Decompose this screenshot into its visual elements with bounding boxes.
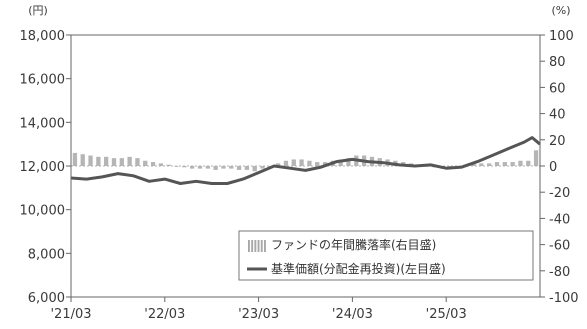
right-tick-label: -80 — [549, 265, 570, 280]
legend-bar-stripe — [257, 240, 260, 252]
left-tick-label: 14,000 — [20, 116, 66, 131]
right-tick-label: 40 — [549, 108, 566, 123]
return-bar — [221, 166, 226, 169]
right-tick-label: 0 — [549, 160, 557, 175]
return-bar — [518, 160, 523, 166]
return-bar — [96, 156, 101, 166]
legend-bar-stripe — [260, 240, 263, 252]
return-bar — [502, 162, 507, 166]
left-tick-label: 10,000 — [20, 204, 66, 219]
right-tick-label: 20 — [549, 134, 566, 149]
right-tick-label: -20 — [549, 186, 570, 201]
return-bar — [260, 166, 265, 169]
return-bar — [291, 159, 296, 166]
right-axis: -100 -80 -60 -40 -20 0 20 40 60 80 100 — [540, 29, 579, 306]
return-bar — [244, 166, 250, 170]
return-bar — [307, 160, 312, 166]
x-tick-label: '24/03 — [332, 307, 373, 322]
legend-bar-swatch — [248, 240, 266, 252]
right-tick-label: 100 — [549, 29, 574, 44]
return-bar — [127, 156, 132, 166]
return-bar — [88, 155, 93, 166]
return-bar — [182, 166, 187, 168]
legend-box — [238, 230, 534, 281]
legend: ファンドの年間騰落率(右目盛) 基準価額(分配金再投資)(左目盛) — [238, 230, 534, 281]
return-bar — [346, 158, 351, 166]
right-tick-label: -40 — [549, 212, 570, 227]
line-layer — [70, 136, 541, 185]
return-bar — [158, 163, 164, 166]
left-tick-label: 16,000 — [20, 73, 66, 88]
return-bar — [315, 162, 320, 166]
return-bar — [471, 163, 476, 166]
return-bar — [479, 163, 484, 166]
return-bar — [322, 162, 328, 166]
return-bar — [135, 158, 140, 166]
legend-bar-stripe — [248, 240, 250, 252]
right-tick-label: 80 — [549, 55, 566, 70]
right-axis-unit: (%) — [551, 4, 570, 17]
legend-bar-stripe — [251, 240, 254, 252]
return-bar — [494, 162, 500, 166]
return-bar — [72, 152, 78, 166]
return-bar — [487, 163, 492, 166]
return-bar — [338, 159, 343, 166]
left-tick-label: 6,000 — [28, 291, 65, 306]
return-bar — [236, 166, 242, 170]
left-tick-label: 12,000 — [20, 160, 66, 175]
return-bar — [80, 154, 85, 166]
return-bar — [197, 166, 203, 169]
x-tick-label: '25/03 — [426, 307, 467, 322]
return-bar — [205, 166, 210, 169]
legend-label-nav: 基準価額(分配金再投資)(左目盛) — [271, 261, 446, 276]
right-tick-label: -100 — [549, 291, 579, 306]
left-axis-unit: (円) — [28, 4, 48, 17]
return-bar — [275, 163, 281, 166]
return-bar — [119, 158, 124, 166]
legend-bar-stripe — [254, 240, 257, 252]
legend-label-return: ファンドの年間騰落率(右目盛) — [271, 237, 436, 252]
return-bar — [252, 166, 257, 172]
right-tick-label: 60 — [549, 81, 566, 96]
return-bar — [111, 158, 117, 166]
right-tick-label: -60 — [549, 239, 570, 254]
return-bar — [143, 160, 148, 166]
return-bar — [533, 150, 539, 166]
x-axis: '21/03 '22/03 '23/03 '24/03 '25/03 — [50, 297, 467, 322]
return-bar — [229, 166, 234, 169]
nav-line — [70, 136, 541, 185]
bars-layer — [72, 150, 539, 172]
x-tick-label: '22/03 — [144, 307, 185, 322]
return-bar — [150, 162, 156, 166]
x-tick-label: '21/03 — [50, 307, 91, 322]
x-tick-label: '23/03 — [238, 307, 279, 322]
return-bar — [526, 160, 531, 166]
left-axis: 6,000 8,000 10,000 12,000 14,000 16,000 18,000 — [20, 29, 71, 306]
left-tick-label: 18,000 — [20, 29, 66, 44]
return-bar — [104, 156, 109, 166]
return-bar — [213, 166, 218, 170]
return-bar — [510, 162, 515, 166]
return-bar — [166, 164, 171, 166]
return-bar — [190, 166, 195, 169]
legend-bar-stripe — [264, 240, 266, 252]
left-tick-label: 8,000 — [28, 247, 65, 262]
return-bar — [299, 159, 304, 166]
return-bar — [283, 160, 289, 166]
